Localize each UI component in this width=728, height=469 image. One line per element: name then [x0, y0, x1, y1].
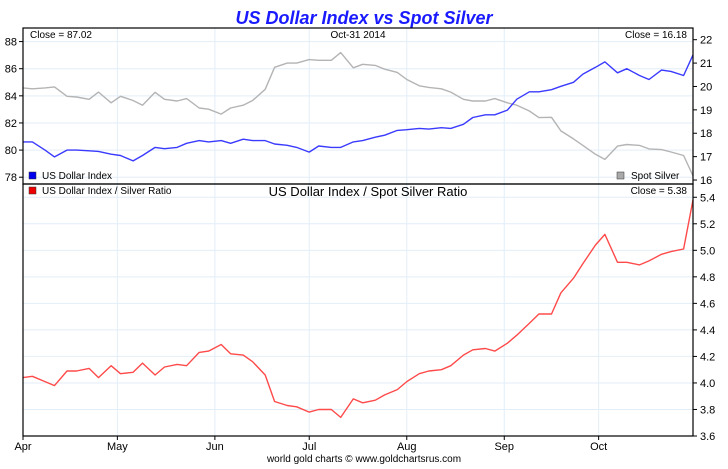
- spot-silver-line: [22, 51, 694, 177]
- footer-credit: world gold charts © www.goldchartsrus.co…: [266, 454, 461, 465]
- close-dollar-label: Close = 87.02: [30, 30, 92, 41]
- x-tick-label: Aug: [397, 441, 417, 453]
- legend-dollar: US Dollar Index: [42, 171, 112, 182]
- legend-swatch-dollar: [28, 171, 37, 180]
- x-tick-label: May: [107, 441, 128, 453]
- y-tick-label-ratio: 4.2: [700, 351, 715, 363]
- y-tick-label-right: 22: [700, 35, 712, 47]
- y-tick-label-ratio: 3.6: [700, 431, 715, 443]
- x-tick-label: Sep: [494, 441, 514, 453]
- y-tick-label-right: 18: [700, 128, 712, 140]
- y-tick-label-ratio: 5.0: [700, 245, 715, 257]
- bottom-panel-frame: [22, 183, 694, 437]
- x-tick-label: Oct: [590, 441, 607, 453]
- close-silver-label: Close = 16.18: [625, 30, 687, 41]
- y-tick-label-ratio: 4.6: [700, 298, 715, 310]
- y-tick-label-right: 16: [700, 175, 712, 187]
- ratio-panel-title: US Dollar Index / Spot Silver Ratio: [269, 184, 468, 199]
- close-ratio-label: Close = 5.38: [631, 186, 688, 197]
- y-tick-label-ratio: 4.8: [700, 272, 715, 284]
- legend-ratio: US Dollar Index / Silver Ratio: [42, 186, 172, 197]
- y-tick-label-left: 88: [5, 37, 17, 49]
- legend-silver: Spot Silver: [631, 171, 680, 182]
- chart-title: US Dollar Index vs Spot Silver: [235, 8, 493, 28]
- y-tick-label-left: 86: [5, 64, 17, 76]
- y-tick-label-right: 20: [700, 81, 712, 93]
- y-tick-label-ratio: 5.2: [700, 219, 715, 231]
- legend-swatch-ratio: [28, 186, 37, 195]
- us-dollar-index-line: [23, 54, 694, 162]
- y-tick-label-left: 80: [5, 145, 17, 157]
- x-tick-label: Apr: [14, 441, 31, 453]
- date-label: Oct-31 2014: [330, 30, 385, 41]
- y-tick-label-right: 21: [700, 58, 712, 70]
- y-tick-label-ratio: 4.4: [700, 325, 715, 337]
- ratio-line: [22, 199, 694, 419]
- top-panel-frame: [22, 27, 694, 185]
- y-tick-label-left: 82: [5, 118, 17, 130]
- x-tick-label: Jul: [302, 441, 316, 453]
- y-tick-label-ratio: 3.8: [700, 404, 715, 416]
- y-tick-label-right: 19: [700, 105, 712, 117]
- y-tick-label-ratio: 5.4: [700, 192, 715, 204]
- y-tick-label-left: 84: [5, 91, 17, 103]
- y-tick-label-ratio: 4.0: [700, 378, 715, 390]
- y-tick-label-right: 17: [700, 152, 712, 164]
- legend-swatch-silver: [616, 171, 625, 180]
- x-tick-label: Jun: [206, 441, 224, 453]
- y-tick-label-left: 78: [5, 172, 17, 184]
